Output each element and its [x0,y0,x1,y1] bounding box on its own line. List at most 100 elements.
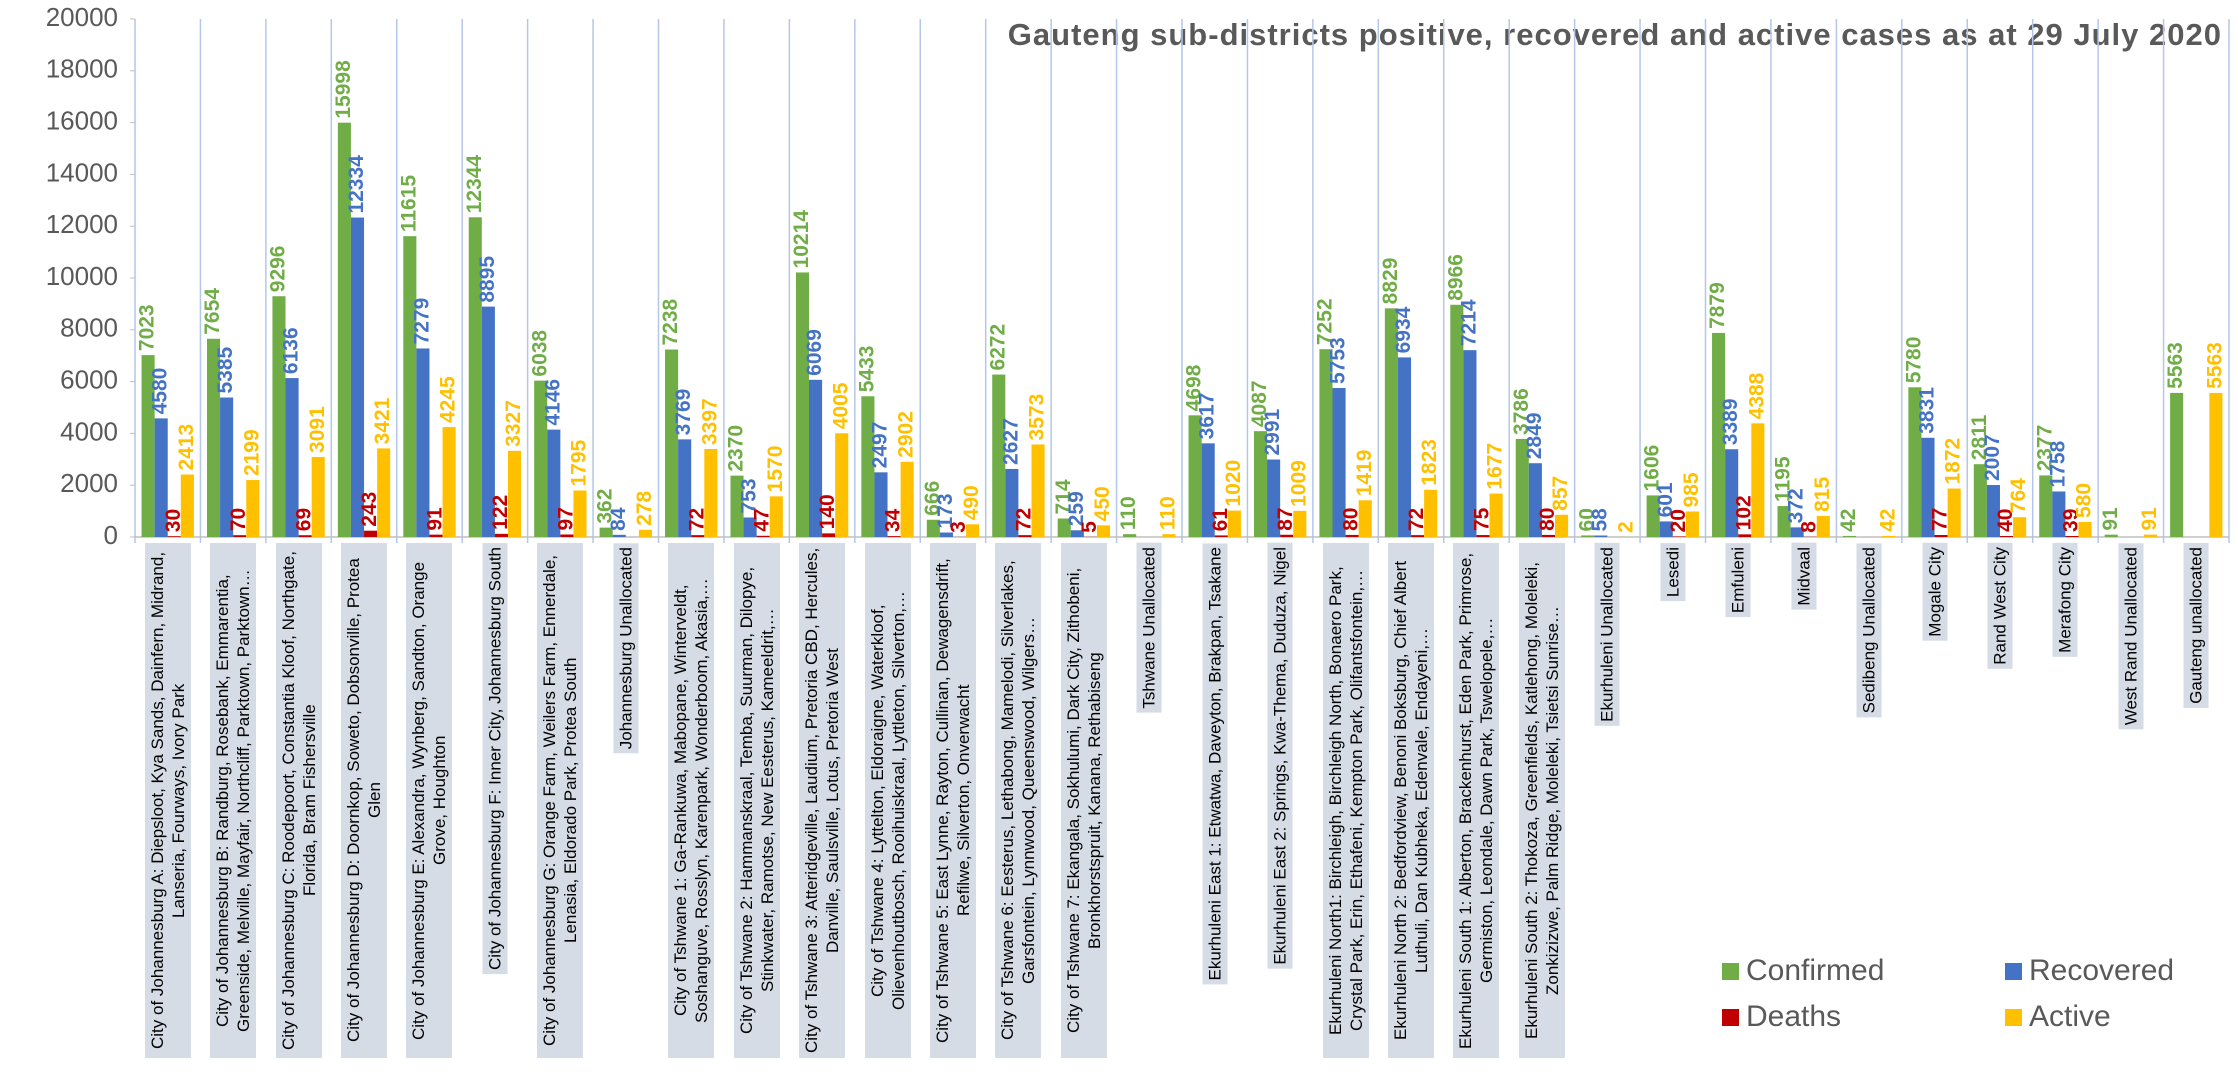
data-label: 5433 [855,346,878,393]
bar [795,272,810,537]
y-tick-label: 8000 [60,313,118,343]
x-tick-label: City of Tshwane 3: Atteridgeville, Laudi… [799,543,846,1058]
bar [2013,517,2027,537]
x-tick-label: City of Johannesburg D: Doornkop, Soweto… [341,543,388,1058]
bar [1908,387,1922,537]
data-label: 61 [1209,508,1232,532]
bar [1947,488,1961,537]
data-label: 8829 [1379,258,1402,305]
bar [1712,332,1726,537]
bar [1280,534,1294,537]
bar [1293,510,1307,537]
data-label: 8 [1798,521,1821,533]
x-tick-label: Midvaal [1791,543,1817,610]
legend-label: Confirmed [1746,954,1884,987]
data-label: 6136 [280,327,303,374]
data-label: 4146 [541,379,564,426]
bar [939,532,953,537]
bar [350,217,365,538]
data-label: 6038 [528,330,551,377]
data-label: 7252 [1314,298,1337,345]
legend-swatch [2005,963,2022,980]
x-tick-label: City of Tshwane 6: Eesterus, Lethabong, … [995,543,1042,1058]
bar [1201,443,1215,537]
data-label: 5563 [2203,342,2226,389]
x-tick-label: City of Tshwane 2: Hammanskraal, Temba, … [733,543,780,1058]
data-label: 12334 [345,155,368,214]
data-label: 4087 [1248,380,1271,427]
x-tick-label: Ekurhuleni East 1: Etwatwa, Daveyton, Br… [1202,543,1228,985]
data-label: 278 [633,490,656,525]
bar [1005,468,1019,537]
bar [1227,510,1241,537]
data-label: 1020 [1222,460,1245,507]
data-label: 2497 [869,422,892,469]
x-tick-label: Ekurhuleni South 1: Alberton, Brackenhur… [1453,543,1500,1058]
bar [547,429,561,537]
bar [1738,534,1752,537]
data-label: 1795 [568,439,591,486]
data-label: 91 [424,507,447,531]
bar [337,122,351,538]
x-tick-label: City of Johannesburg G: Orange Farm, Wei… [537,543,584,1058]
data-label: 12344 [463,155,486,214]
data-label: 5780 [1902,337,1925,384]
x-tick-label: City of Tshwane 5: East Lynne, Rayton, C… [929,543,976,1058]
bar [2209,392,2223,537]
data-label: 72 [685,508,708,531]
x-tick-label: Johannesburg Unallocated [613,543,639,754]
data-label: 985 [1680,472,1703,507]
data-label: 601 [1654,482,1677,517]
data-label: 97 [554,507,577,530]
data-label: 3091 [306,406,329,453]
data-label: 20 [1667,509,1690,532]
bar [1816,515,1830,537]
bar [822,533,836,537]
legend-label: Recovered [2029,954,2174,987]
data-label: 2007 [1981,434,2004,481]
bar [2065,535,2079,537]
data-label: 2902 [895,411,918,458]
bar [1384,308,1398,537]
data-label: 47 [751,508,774,531]
bar [1725,449,1739,537]
data-label: 140 [816,494,839,529]
bar [1358,500,1372,537]
bar [1123,534,1137,537]
data-label: 4245 [437,376,460,423]
data-label: 3421 [371,397,394,444]
data-label: 7654 [201,288,224,335]
bar [468,217,482,537]
x-tick-label: Emfuleni [1725,543,1751,618]
legend-label: Active [2029,1000,2111,1033]
bar [1515,438,1529,537]
bar [1934,535,1948,537]
bar [1450,304,1464,537]
bar [1999,535,2014,537]
data-label: 243 [358,492,381,527]
data-label: 6069 [803,329,826,376]
x-tick-label: Ekurhuleni North 2: Bedfordview, Benoni … [1388,543,1435,1058]
data-label: 110 [1117,496,1140,530]
x-tick-label: Ekurhuleni East 2: Springs, Kwa-Thema, D… [1267,543,1293,969]
x-tick-label: City of Tshwane 1: Ga-Rankuwa, Mabopane,… [668,543,715,1058]
data-label: 580 [2073,483,2096,518]
x-tick-label: City of Johannesburg B: Randburg, Roseba… [210,543,257,1058]
data-label: 3327 [502,400,525,447]
data-label: 4580 [149,368,172,415]
data-label: 753 [738,478,761,513]
data-label: 714 [1052,479,1075,514]
data-label: 110 [1156,496,1179,530]
bar [2039,475,2053,537]
data-label: 1677 [1484,443,1507,490]
bar [2170,392,2184,537]
bar [560,534,574,537]
bar [743,517,757,537]
bar [1332,387,1346,537]
bar [442,427,456,537]
data-label: 42 [1837,509,1860,532]
bar [1921,437,1935,537]
legend-swatch [1722,963,1739,980]
